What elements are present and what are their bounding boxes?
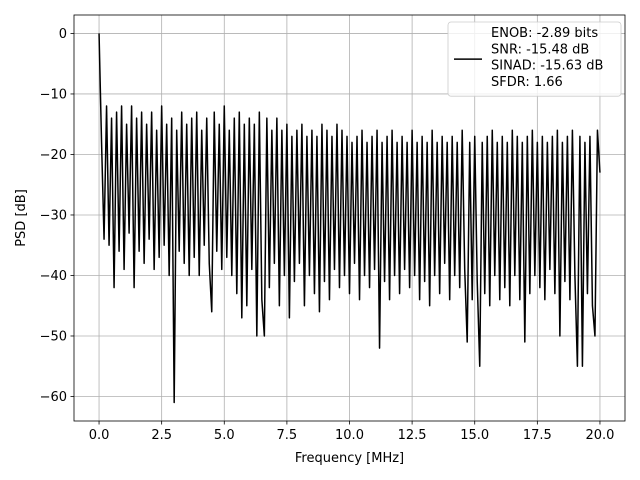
y-tick-label: 0 [59,27,67,42]
x-tick-label: 17.5 [523,428,552,443]
plot-area [98,33,601,404]
y-tick-label: −40 [40,269,67,284]
x-tick-label: 12.5 [398,428,427,443]
y-tick-label: −20 [40,148,67,163]
legend-box [447,21,622,97]
x-tick-label: 0.0 [89,428,110,443]
legend: ENOB: -2.89 bits SNR: -15.48 dB SINAD: -15… [447,21,622,97]
ticks: 0.0 2.5 5.0 7.5 10.0 12.5 15.0 17.5 20.0 −60 −50 −4… [40,27,615,443]
y-tick-label: −60 [40,390,67,405]
x-tick-label: 10.0 [335,428,364,443]
x-axis-label: Frequency [MHz] [295,451,404,466]
x-tick-label: 5.0 [214,428,235,443]
y-axis-label: PSD [dB] [14,189,29,247]
x-tick-label: 20.0 [585,428,614,443]
x-tick-label: 15.0 [460,428,489,443]
y-tick-label: −30 [40,208,67,223]
x-tick-label: 2.5 [151,428,172,443]
psd-line [98,33,601,404]
x-tick-label: 7.5 [277,428,298,443]
y-tick-label: −10 [40,87,67,102]
y-tick-label: −50 [40,329,67,344]
legend-label: ENOB: -2.89 bits SNR: -15.48 dB SINAD: -15… [491,26,603,90]
